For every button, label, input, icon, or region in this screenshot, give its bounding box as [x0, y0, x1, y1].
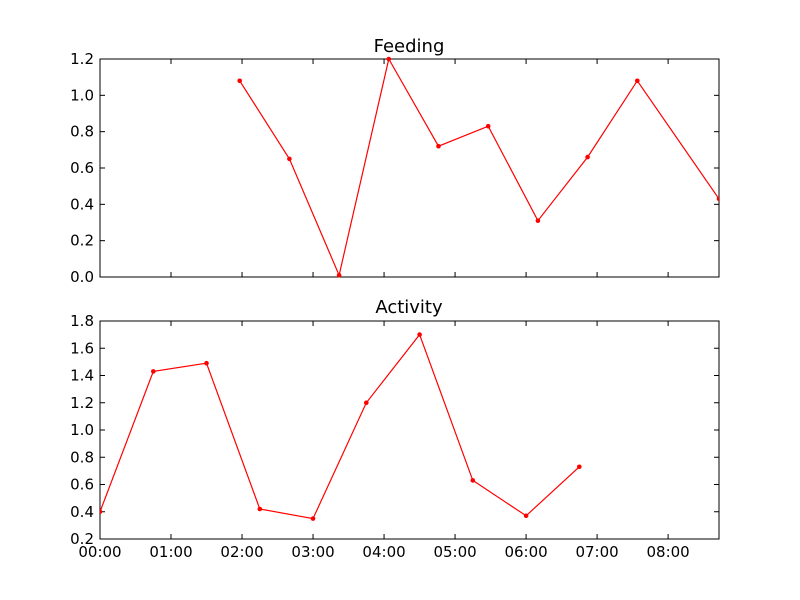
- activity-data-point: [364, 400, 369, 406]
- activity-ytick-label: 0.4: [70, 503, 94, 521]
- feeding-data-point: [436, 143, 441, 149]
- activity-data-point: [310, 516, 316, 521]
- activity-data-point: [523, 513, 529, 519]
- activity-data-point: [151, 369, 156, 374]
- activity-ytick-label: 0.8: [70, 448, 94, 466]
- activity-data-point: [100, 509, 103, 515]
- feeding-title: Feeding: [374, 36, 445, 57]
- activity-xtick-label: 04:00: [362, 543, 405, 561]
- activity-xtick-label: 05:00: [433, 543, 476, 561]
- activity-data-point: [417, 332, 422, 337]
- feeding-ytick-label: 0.8: [70, 123, 94, 141]
- feeding-data-point: [237, 78, 242, 84]
- activity-ytick-label: 1.0: [70, 421, 94, 439]
- activity-ytick-label: 1.6: [70, 339, 94, 357]
- activity-xtick-label: 08:00: [646, 543, 689, 561]
- activity-xtick-label: 00:00: [78, 543, 121, 561]
- feeding-series-line: [239, 57, 719, 278]
- activity-ytick-label: 0.6: [70, 476, 94, 494]
- feeding-ytick-label: 0.0: [70, 268, 94, 286]
- feeding-data-point: [635, 78, 640, 84]
- feeding-data-point: [485, 123, 491, 129]
- activity-panel: Activity 0.2 0.4 0.6 0.8 1.0 1.2 1.4 1.6 1.8 00:0…: [70, 297, 720, 561]
- feeding-data-point: [386, 56, 392, 62]
- feeding-ytick-label: 0.4: [70, 195, 94, 213]
- activity-xtick-label: 01:00: [149, 543, 192, 561]
- feeding-axes-frame: [99, 58, 720, 278]
- activity-xtick-label: 03:00: [291, 543, 334, 561]
- activity-data-point: [257, 506, 263, 512]
- activity-data-point: [577, 464, 582, 470]
- feeding-series: [237, 56, 719, 278]
- activity-series-line: [100, 333, 580, 520]
- activity-xtick-label: 06:00: [504, 543, 547, 561]
- activity-ytick-label: 0.2: [70, 530, 94, 548]
- activity-data-point: [204, 360, 209, 366]
- activity-ytick-label: 1.2: [70, 394, 94, 412]
- feeding-data-point: [535, 218, 541, 223]
- feeding-ytick-label: 1.0: [70, 86, 94, 104]
- feeding-ytick-label: 0.6: [70, 159, 94, 177]
- feeding-data-point: [716, 196, 719, 202]
- activity-axes-frame: [99, 320, 720, 540]
- activity-title: Activity: [375, 297, 443, 318]
- feeding-data-point: [336, 272, 342, 278]
- activity-ytick-label: 1.8: [70, 312, 94, 330]
- feeding-panel: Feeding 0.0 0.2 0.4 0.6 0.8 1.0 1.2: [70, 36, 720, 286]
- activity-xtick-label: 02:00: [220, 543, 263, 561]
- activity-data-point: [470, 478, 476, 483]
- feeding-data-point: [287, 156, 292, 162]
- activity-ytick-label: 1.4: [70, 367, 94, 385]
- feeding-data-point: [585, 154, 590, 160]
- activity-xtick-label: 07:00: [575, 543, 618, 561]
- feeding-ytick-label: 1.2: [70, 50, 94, 68]
- activity-series: [100, 332, 582, 521]
- feeding-ytick-label: 0.2: [70, 232, 94, 250]
